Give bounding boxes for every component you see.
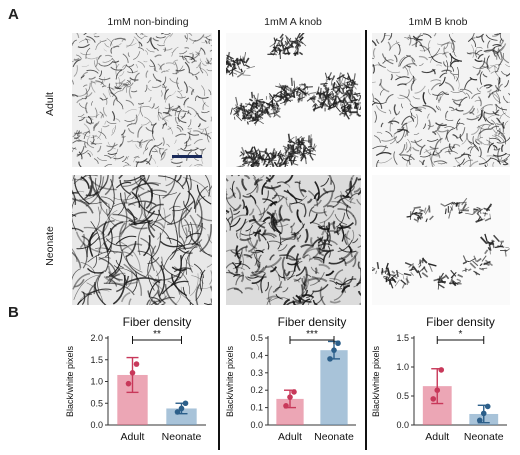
category-label: Adult [278,431,302,443]
y-tick-label: 1.5 [90,355,103,365]
y-tick-label: 0.1 [250,403,263,413]
category-label: Neonate [162,431,202,443]
y-axis-label: Black/white pixels [65,345,75,417]
data-point [130,370,136,376]
category-label: Neonate [464,431,504,443]
y-tick-label: 0.5 [250,333,263,343]
column-header-b-knob: 1mM B knob [368,16,508,28]
significance-marker: ** [153,329,161,340]
y-tick-label: 1.0 [90,377,103,387]
data-point [331,347,337,353]
chart-title: Fiber density [123,315,192,329]
y-tick-label: 0.3 [250,368,263,378]
y-axis-label: Black/white pixels [371,345,381,417]
chart-title: Fiber density [278,315,347,329]
significance-marker: * [459,329,463,340]
data-point [283,403,289,409]
micrograph-neonate-a-knob [226,175,361,305]
column-divider-1 [218,30,220,450]
data-point [327,356,333,362]
micrograph-adult-non-binding [72,33,212,167]
y-tick-label: 0.5 [90,398,103,408]
micrograph-neonate-non-binding [72,175,212,305]
y-tick-label: 1.5 [396,333,409,343]
row-label-adult: Adult [44,74,56,134]
data-point [430,396,436,402]
micrograph-neonate-b-knob [372,175,510,305]
data-point [291,389,297,395]
micrograph-adult-a-knob [226,33,361,167]
data-point [126,381,132,387]
chart-a-knob: Fiber density Black/white pixels 0.0 0.1 0.2… [222,312,362,450]
row-label-neonate: Neonate [44,216,56,276]
y-tick-label: 0.0 [250,420,263,430]
significance-marker: *** [306,329,318,340]
data-point [287,394,293,400]
category-label: Adult [425,431,449,443]
data-point [434,387,440,393]
y-tick-label: 0.5 [396,391,409,401]
category-label: Neonate [314,431,354,443]
y-tick-label: 0.0 [396,420,409,430]
data-point [134,361,140,367]
column-header-a-knob: 1mM A knob [223,16,363,28]
chart-non-binding: Fiber density Black/white pixels 0.0 0.5 1.0… [62,312,212,450]
scale-bar [172,155,202,158]
data-point [481,411,487,417]
panel-label-a: A [8,6,19,23]
y-tick-label: 0.0 [90,420,103,430]
column-header-non-binding: 1mM non-binding [78,16,218,28]
y-tick-label: 0.2 [250,385,263,395]
y-tick-label: 2.0 [90,333,103,343]
data-point [485,404,491,410]
micrograph-adult-b-knob [372,33,510,167]
panel-label-b: B [8,304,19,321]
data-point [183,400,189,406]
chart-b-knob: Fiber density Black/white pixels 0.0 0.5 1.0… [368,312,513,450]
chart-title: Fiber density [426,315,495,329]
data-point [438,367,444,373]
column-divider-2 [365,30,367,450]
data-point [477,418,483,424]
data-point [179,406,185,412]
y-axis-label: Black/white pixels [225,345,235,417]
bar-neonate [320,350,347,425]
category-label: Adult [121,431,145,443]
data-point [335,340,341,346]
y-tick-label: 0.4 [250,350,263,360]
y-tick-label: 1.0 [396,362,409,372]
